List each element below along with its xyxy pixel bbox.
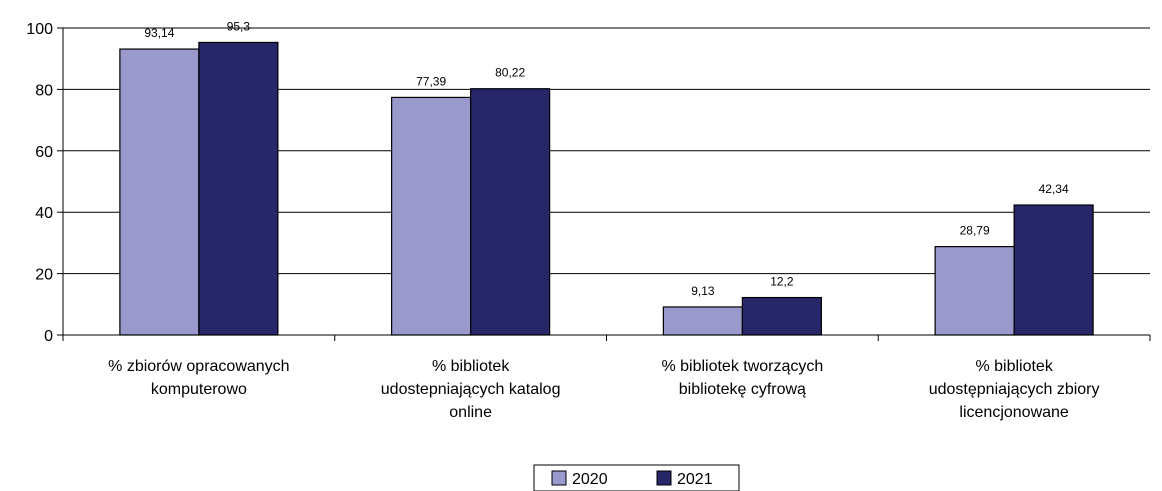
legend: 2020 2021 xyxy=(533,464,740,491)
bar-2021 xyxy=(741,296,822,336)
data-label-2021: 12,2 xyxy=(770,275,794,289)
category-label: % bibliotek xyxy=(975,358,1053,375)
legend-swatch-2020 xyxy=(551,470,567,486)
y-tick-label: 60 xyxy=(35,144,53,161)
bar-2020 xyxy=(391,96,472,336)
data-label-2021: 42,34 xyxy=(1039,182,1069,196)
legend-swatch-2021 xyxy=(656,470,672,486)
category-label: % bibliotek xyxy=(432,358,510,375)
data-label-2020: 93,14 xyxy=(144,26,174,40)
category-label: udostępniających zbiory xyxy=(929,381,1100,398)
y-tick-label: 100 xyxy=(26,21,53,38)
y-tick-label: 20 xyxy=(35,267,53,284)
data-label-2021: 80,22 xyxy=(495,66,525,80)
data-label-2020: 77,39 xyxy=(416,74,446,88)
legend-label-2021: 2021 xyxy=(677,471,713,488)
category-label: % bibliotek tworzących xyxy=(661,358,823,375)
bar-2020 xyxy=(934,246,1015,336)
data-label-2020: 9,13 xyxy=(691,284,715,298)
y-tick-label: 40 xyxy=(35,205,53,222)
category-label: komputerowo xyxy=(151,381,247,398)
bar-2020 xyxy=(662,306,743,336)
category-label: bibliotekę cyfrową xyxy=(679,381,806,398)
bar-2021 xyxy=(470,88,551,336)
data-labels: 93,14 95,3 77,39 80,22 9,13 12,2 28,79 42,34 xyxy=(144,19,1069,298)
bar-2021 xyxy=(198,41,279,336)
bar-2020 xyxy=(119,48,200,336)
category-label: udostepniających katalog xyxy=(381,381,561,398)
category-label: % zbiorów opracowanych xyxy=(108,358,289,375)
legend-box xyxy=(533,464,740,491)
data-label-2020: 28,79 xyxy=(960,224,990,238)
y-tick-label: 80 xyxy=(35,82,53,99)
category-label: online xyxy=(449,404,492,421)
legend-label-2020: 2020 xyxy=(572,471,608,488)
y-axis: 0 20 40 60 80 100 xyxy=(26,21,64,345)
bar-2021 xyxy=(1013,204,1094,336)
x-axis: % zbiorów opracowanych komputerowo % bibli… xyxy=(62,334,1151,421)
y-tick-label: 0 xyxy=(44,328,53,345)
bars xyxy=(119,41,1094,336)
category-label: licencjonowane xyxy=(959,404,1069,421)
data-label-2021: 95,3 xyxy=(227,19,251,33)
